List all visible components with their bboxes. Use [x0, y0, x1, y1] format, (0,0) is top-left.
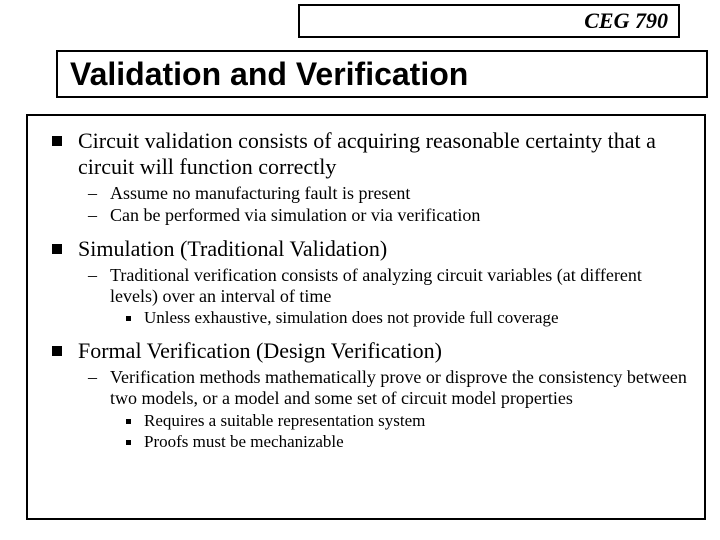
title-box: Validation and Verification [56, 50, 708, 98]
bullet-lvl2: Assume no manufacturing fault is present [44, 183, 688, 204]
body-box: Circuit validation consists of acquiring… [26, 114, 706, 520]
slide: CEG 790 Validation and Verification Circ… [0, 0, 720, 540]
course-code: CEG 790 [584, 8, 668, 34]
bullet-text: Simulation (Traditional Validation) [78, 236, 387, 261]
bullet-lvl1: Simulation (Traditional Validation) [44, 236, 688, 262]
bullet-text: Circuit validation consists of acquiring… [78, 128, 656, 179]
bullet-lvl3: Requires a suitable representation syste… [44, 411, 688, 431]
bullet-lvl1: Circuit validation consists of acquiring… [44, 128, 688, 179]
bullet-lvl2: Can be performed via simulation or via v… [44, 205, 688, 226]
bullet-text: Assume no manufacturing fault is present [110, 183, 410, 203]
bullet-lvl3: Proofs must be mechanizable [44, 432, 688, 452]
spacer [44, 330, 688, 338]
bullet-text: Can be performed via simulation or via v… [110, 205, 480, 225]
course-box: CEG 790 [298, 4, 680, 38]
spacer [44, 228, 688, 236]
bullet-lvl1: Formal Verification (Design Verification… [44, 338, 688, 364]
bullet-text: Verification methods mathematically prov… [110, 367, 687, 408]
slide-title: Validation and Verification [70, 56, 468, 93]
bullet-text: Formal Verification (Design Verification… [78, 338, 442, 363]
bullet-lvl3: Unless exhaustive, simulation does not p… [44, 308, 688, 328]
bullet-lvl2: Traditional verification consists of ana… [44, 265, 688, 307]
bullet-lvl2: Verification methods mathematically prov… [44, 367, 688, 409]
bullet-text: Traditional verification consists of ana… [110, 265, 642, 306]
bullet-text: Proofs must be mechanizable [144, 432, 344, 451]
bullet-text: Requires a suitable representation syste… [144, 411, 425, 430]
bullet-text: Unless exhaustive, simulation does not p… [144, 308, 559, 327]
